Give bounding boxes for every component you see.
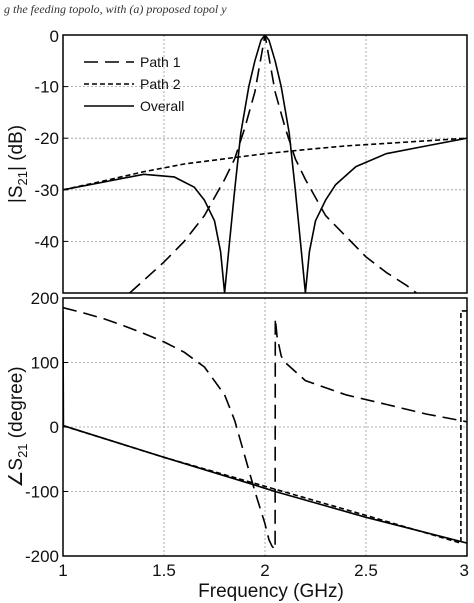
series-group (63, 306, 467, 551)
x-axis-label: Frequency (GHz) (198, 581, 344, 602)
y-tick-label: 0 (50, 27, 59, 46)
y-tick-label: -20 (34, 129, 59, 148)
magnitude-panel: 0 -10 -20 -30 -40 |S21| (dB) Path 1 Path 2 Overa… (6, 27, 468, 294)
series-path-1-line (129, 35, 417, 293)
y-axis-label: ∠S21 (degree) (6, 366, 30, 487)
x-tick-label: 3 (460, 561, 469, 580)
x-tick-label: 2.5 (354, 561, 378, 580)
legend-label: Path 1 (140, 54, 181, 70)
series-overall-line (63, 35, 467, 293)
series-path-1-line (63, 306, 467, 551)
series-path-2-line (63, 137, 467, 191)
y-tick-label: 100 (31, 354, 59, 373)
y-tick-label: 200 (31, 289, 59, 308)
figure-caption: g the feeding topolo, with (a) proposed … (4, 2, 227, 16)
phase-panel: 200 100 0 -100 -200 ∠S21 (degree) 1 1.5 2 2.5 3 Fre… (6, 289, 469, 602)
plot-frame (62, 34, 468, 294)
y-tick-label: -200 (25, 547, 59, 566)
y-tick-label: -40 (34, 232, 59, 251)
x-tick-label: 2 (260, 561, 269, 580)
legend: Path 1 Path 2 Overall (84, 54, 184, 114)
legend-label: Path 2 (140, 76, 181, 92)
series-group (63, 35, 467, 293)
x-tick-label: 1.5 (152, 561, 176, 580)
y-tick-label: 0 (50, 418, 59, 437)
y-tick-label: -10 (34, 78, 59, 97)
y-tick-label: -30 (34, 181, 59, 200)
x-tick-label: 1 (58, 561, 67, 580)
legend-label: Overall (140, 98, 184, 114)
y-axis-label: |S21| (dB) (6, 125, 30, 203)
series-overall-line (63, 310, 467, 544)
y-tick-label: -100 (25, 483, 59, 502)
